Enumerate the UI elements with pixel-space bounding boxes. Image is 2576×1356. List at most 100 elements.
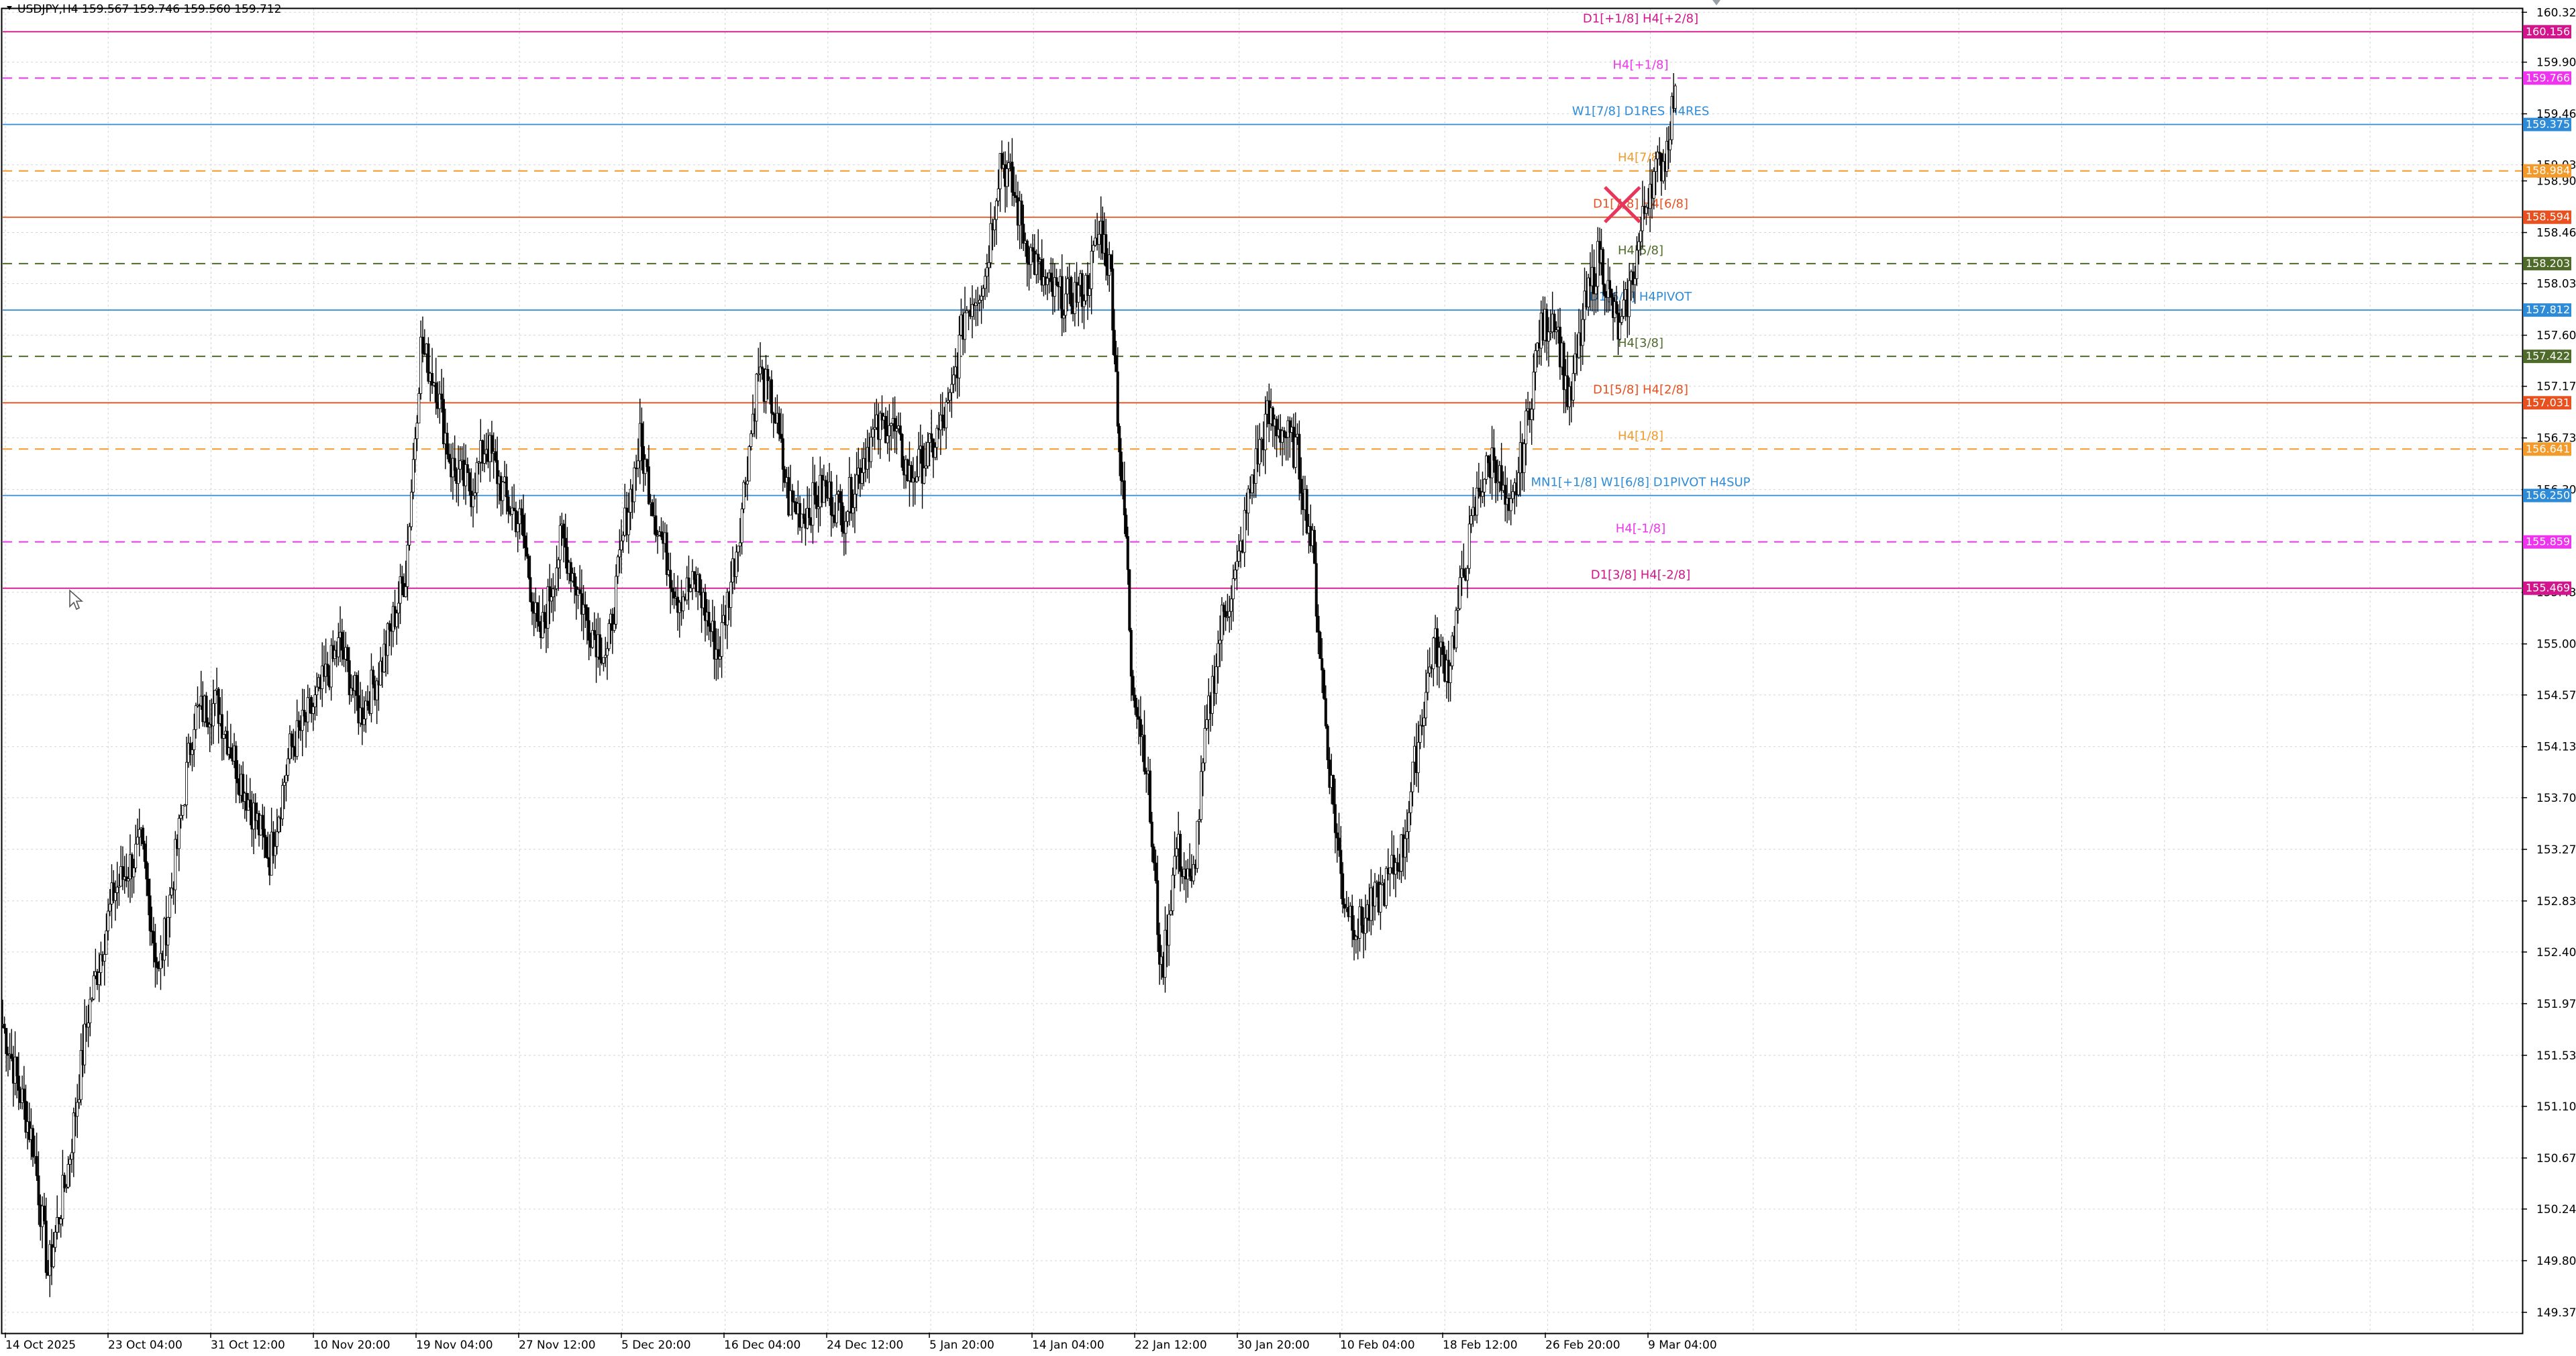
candle-body [1062, 315, 1066, 319]
candle-body [1360, 906, 1363, 926]
candle-body [970, 304, 974, 317]
candle-body [446, 433, 449, 455]
candle-body [689, 588, 692, 592]
candle-body [651, 502, 654, 517]
candle-body [945, 402, 948, 429]
level-label: H4[+1/8] [1612, 58, 1668, 72]
candle-body [1092, 245, 1095, 252]
candle-body [159, 953, 162, 970]
candle-body [964, 312, 967, 340]
candle-body [1652, 171, 1655, 199]
candle-body [1228, 611, 1231, 617]
candle-body [1494, 460, 1498, 484]
candle-body [355, 675, 358, 696]
candle-body [516, 523, 519, 533]
candle-body [1168, 914, 1171, 946]
candle-body [220, 714, 223, 739]
candle-body [604, 655, 607, 658]
candle-body [1547, 331, 1551, 342]
candle-body [587, 620, 590, 641]
candle-body [205, 695, 208, 723]
candle-body [5, 1028, 8, 1054]
candle-body [1603, 284, 1606, 297]
candle-body [183, 804, 187, 806]
candle-body [1300, 478, 1303, 494]
candle-body [440, 393, 444, 400]
candle-body [313, 694, 317, 707]
candle-body [998, 153, 1002, 189]
candle-body [1210, 676, 1214, 714]
candle-body [764, 368, 768, 402]
price-tag [2523, 71, 2571, 85]
candle-body [37, 1175, 40, 1206]
candle-body [543, 612, 546, 622]
candle-body [802, 513, 805, 519]
candle-body [713, 621, 716, 660]
candle-body [1610, 289, 1613, 298]
candle-body [54, 1232, 57, 1248]
candle-body [1126, 536, 1129, 570]
candle-body [1633, 278, 1637, 285]
candle-body [546, 586, 550, 629]
candle-body [1321, 658, 1324, 671]
candle-body [687, 577, 690, 592]
candle-body [490, 435, 493, 454]
candle-body [379, 660, 382, 686]
candle-body [473, 492, 476, 497]
candle-body [1470, 515, 1473, 525]
candle-body [168, 894, 172, 918]
candle-body [1199, 771, 1202, 820]
price-tag [2523, 396, 2571, 410]
candle-body [1467, 523, 1471, 569]
candle-body [83, 1023, 87, 1065]
candle-body [434, 382, 437, 403]
candle-body [130, 854, 134, 878]
candle-body [1411, 762, 1414, 792]
candle-body [292, 745, 295, 748]
level-label: D1[3/8] H4[-2/8] [1591, 568, 1691, 582]
candle-body [1243, 510, 1246, 553]
candle-body [1082, 300, 1086, 307]
candle-body [346, 647, 349, 661]
candle-body [778, 413, 781, 435]
candle-body [1618, 322, 1622, 340]
candle-body [411, 459, 415, 492]
candle-body [1384, 868, 1388, 906]
candle-body [507, 497, 510, 512]
candle-body [930, 433, 933, 439]
candle-body [1305, 488, 1308, 533]
candle-body [348, 660, 351, 696]
candle-body [406, 545, 409, 587]
candle-body [1271, 407, 1274, 427]
price-tag-label: 157.031 [2526, 396, 2570, 409]
candle-body [1492, 448, 1496, 461]
candle-body [329, 645, 333, 688]
candle-body [1534, 350, 1537, 372]
candle-body [846, 511, 849, 522]
candle-body [1332, 775, 1335, 805]
candle-body [281, 785, 285, 819]
price-tick-label: 154.570 [2536, 689, 2576, 702]
candle-body [1119, 452, 1123, 481]
candle-body [42, 1205, 46, 1222]
candle-body [326, 664, 329, 677]
candle-body [311, 706, 315, 714]
candle-body [1224, 611, 1227, 617]
candle-body [321, 666, 324, 689]
candle-body [692, 571, 696, 580]
cross-stroke [1604, 186, 1641, 223]
candle-body [1129, 630, 1133, 677]
candle-body [181, 805, 185, 816]
candle-body [419, 336, 423, 394]
dropdown-triangle-icon[interactable] [7, 6, 12, 10]
candle-body [1608, 280, 1612, 290]
candle-body [32, 1128, 35, 1157]
candle-body [375, 680, 378, 700]
candle-body [527, 556, 530, 578]
candle-body [1622, 299, 1625, 317]
time-axis[interactable]: 14 Oct 2025 23 Oct 04:00 31 Oct 12:00 10 No… [5, 1333, 1717, 1352]
candle-body [1025, 240, 1029, 263]
candle-body [1594, 286, 1598, 295]
price-tick-label: 151.535 [2536, 1049, 2576, 1063]
